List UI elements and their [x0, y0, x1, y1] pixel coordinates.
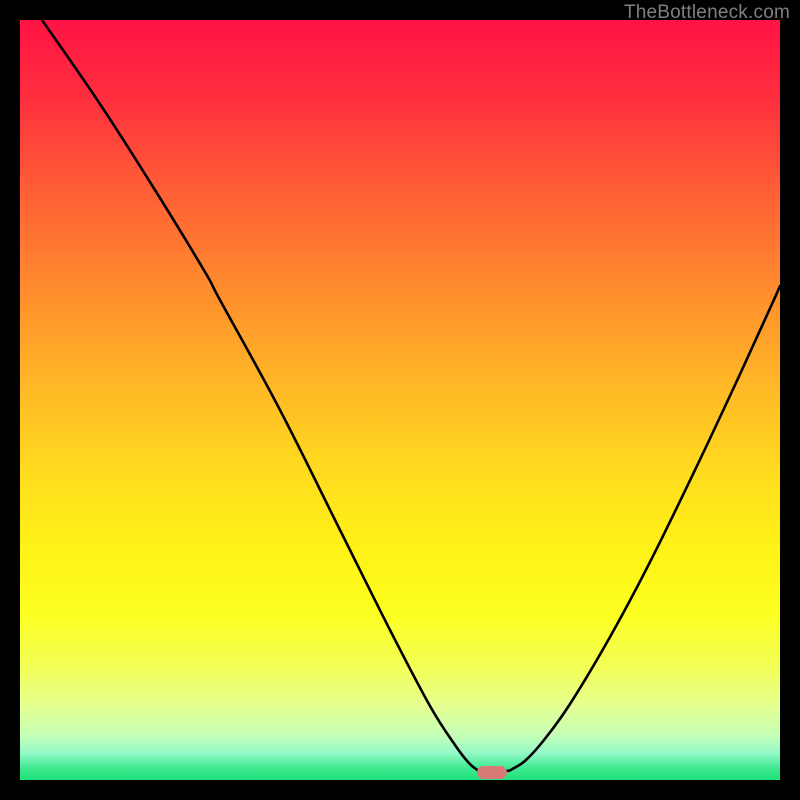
watermark-text: TheBottleneck.com	[624, 2, 790, 24]
plot-area	[20, 20, 780, 780]
bottleneck-curve	[20, 20, 780, 780]
minimum-marker	[477, 766, 507, 779]
